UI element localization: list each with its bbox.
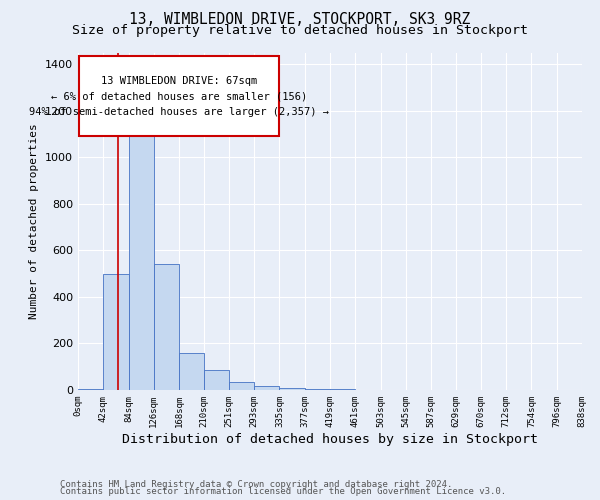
Bar [154,264,179,390]
Bar [229,382,254,390]
Bar [128,121,154,390]
Bar [179,353,205,390]
Bar [205,370,229,390]
FancyBboxPatch shape [79,56,279,136]
Text: Size of property relative to detached houses in Stockport: Size of property relative to detached ho… [72,24,528,37]
Y-axis label: Number of detached properties: Number of detached properties [29,124,40,319]
Text: Contains HM Land Registry data © Crown copyright and database right 2024.: Contains HM Land Registry data © Crown c… [60,480,452,489]
Bar [330,389,355,390]
Bar [280,388,305,390]
Text: Contains public sector information licensed under the Open Government Licence v3: Contains public sector information licen… [60,488,506,496]
Bar [254,386,280,390]
Bar [305,389,330,390]
Bar [78,389,103,390]
Text: 13, WIMBLEDON DRIVE, STOCKPORT, SK3 9RZ: 13, WIMBLEDON DRIVE, STOCKPORT, SK3 9RZ [130,12,470,28]
X-axis label: Distribution of detached houses by size in Stockport: Distribution of detached houses by size … [122,432,538,446]
Text: 13 WIMBLEDON DRIVE: 67sqm
← 6% of detached houses are smaller (156)
94% of semi-: 13 WIMBLEDON DRIVE: 67sqm ← 6% of detach… [29,76,329,116]
Bar [103,274,128,390]
